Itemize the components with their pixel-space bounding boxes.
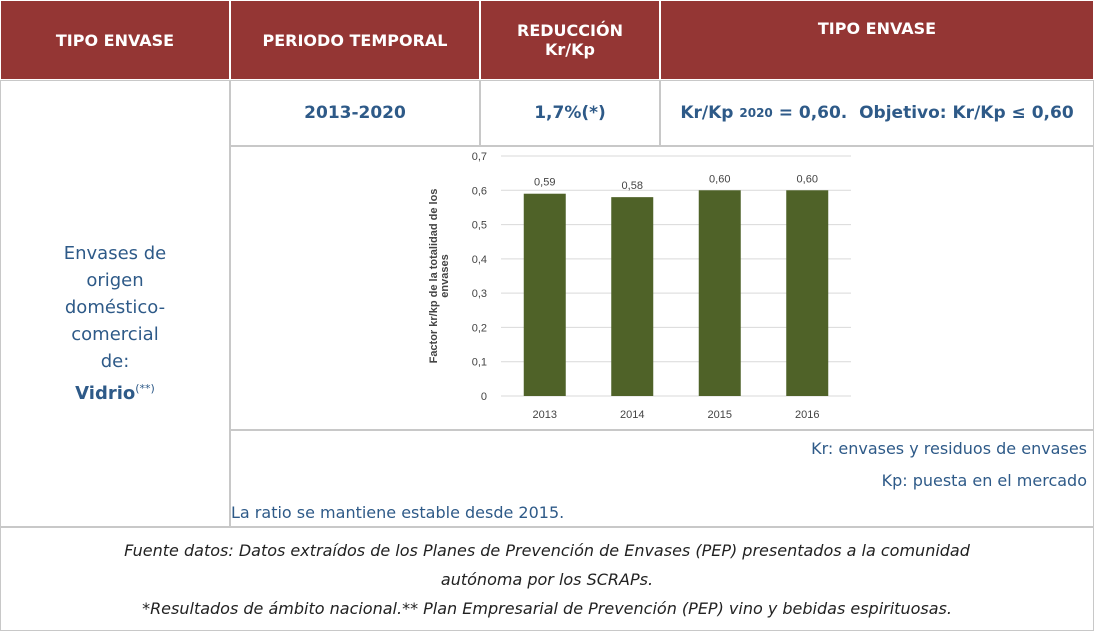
y-tick-label: 0,5 [472,220,487,232]
material-cell: Envases de origen doméstico-comercial de: V… [0,80,230,527]
note-comment: La ratio se mantiene estable desde 2015. [231,503,565,522]
y-tick-label: 0,7 [472,151,487,163]
value-label: 0,60 [709,173,730,185]
material-name: Vidrio [75,383,136,404]
y-tick-label: 0,1 [472,357,487,369]
target-sub: 2020 [739,106,773,120]
material-note: (**) [135,382,155,395]
target-cell: Kr/Kp 2020 = 0,60. Objetivo: Kr/Kp ≤ 0,6… [660,80,1094,146]
header-cell: TIPO ENVASE [660,0,1094,80]
header-cell: REDUCCIÓN Kr/Kp [480,0,660,80]
bar [523,193,566,396]
target-a: Kr/Kp [680,103,734,123]
x-tick-label: 2016 [795,409,819,421]
period-cell: 2013-2020 [230,80,480,146]
note-kr: Kr: envases y residuos de envases [811,439,1087,458]
x-tick-label: 2015 [708,409,732,421]
reduction-cell: 1,7%(*) [480,80,660,146]
material-line: de: [100,351,130,372]
y-tick-label: 0,2 [472,322,487,334]
notes-cell: Kr: envases y residuos de envases Kp: pu… [230,430,1094,527]
header-text: REDUCCIÓN Kr/Kp [517,21,623,59]
y-axis-label: Factor kr/kp de la totalidad de losenvas… [428,189,451,364]
bar [786,190,829,396]
value-label: 0,60 [797,173,818,185]
value-label: 0,58 [622,180,643,192]
material-line: comercial [71,324,159,345]
chart-cell: 0 0,1 0,2 0,3 0,4 0,5 0,6 0,7 Factor kr/kp de la… [230,146,1094,430]
target-b: = 0,60. Objetivo: Kr/Kp ≤ 0,60 [778,103,1074,123]
bar [611,197,654,396]
header-cell: TIPO ENVASE [0,0,230,80]
header-cell: PERIODO TEMPORAL [230,0,480,80]
chart: 0 0,1 0,2 0,3 0,4 0,5 0,6 0,7 Factor kr/kp de la… [428,151,851,421]
y-tick-label: 0,6 [472,185,487,197]
footer-cell: Fuente datos: Datos extraídos de los Pla… [0,527,1094,631]
note-kp: Kp: puesta en el mercado [881,471,1087,490]
material-line: Envases de [63,243,167,264]
x-tick-label: 2014 [620,409,644,421]
material-bold: Vidrio(**) [75,375,155,407]
bar [698,190,741,396]
material-lines: Envases de origen doméstico-comercial de: [64,240,167,375]
material-line: origen [86,270,144,291]
y-tick-label: 0 [481,391,487,403]
y-tick-label: 0,3 [472,288,487,300]
y-tick-label: 0,4 [472,254,487,266]
footer-remark: *Resultados de ámbito nacional.** Plan E… [142,598,952,618]
value-label: 0,59 [534,177,555,189]
material-line: doméstico- [64,297,166,318]
footer-source: Fuente datos: Datos extraídos de los Pla… [124,540,970,589]
x-tick-label: 2013 [533,409,557,421]
